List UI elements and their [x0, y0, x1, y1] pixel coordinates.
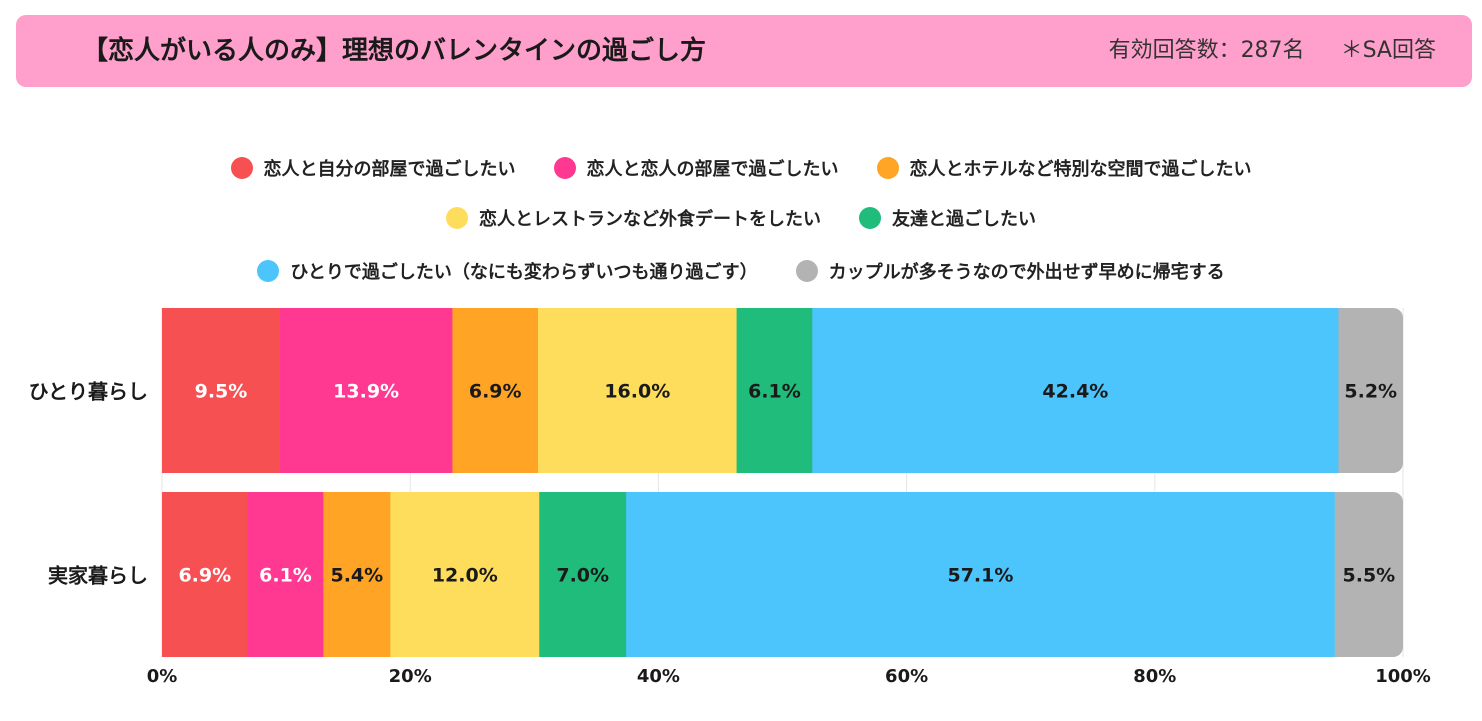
legend-label: カップルが多そうなので外出せず早めに帰宅する — [828, 262, 1225, 283]
data-label: 13.9% — [333, 381, 399, 403]
data-label: 42.4% — [1042, 381, 1108, 403]
chart-header: 【恋人がいる人のみ】理想のバレンタインの過ごし方 有効回答数：287名 ＊SA回答 — [16, 15, 1472, 87]
bar-segment — [626, 492, 1336, 657]
x-tick-label: 100% — [1375, 666, 1431, 687]
legend-label: 恋人と恋人の部屋で過ごしたい — [586, 159, 839, 180]
legend-row-3: ひとりで過ごしたい（なにも変わらずいつも通り過ごす） カップルが多そうなので外出… — [0, 256, 1482, 286]
survey-meta: 有効回答数：287名 ＊SA回答 — [1109, 15, 1436, 87]
legend-row-2: 恋人とレストランなど外食デートをしたい 友達と過ごしたい — [0, 203, 1482, 233]
data-label: 16.0% — [604, 381, 670, 403]
legend-swatch — [876, 157, 899, 179]
bar-segment — [247, 492, 324, 657]
bar-left-edge — [162, 492, 174, 657]
legend-label: 恋人と自分の部屋で過ごしたい — [263, 159, 516, 180]
legend-item: 友達と過ごしたい — [859, 205, 1036, 231]
bar-row — [162, 492, 1403, 657]
data-label: 57.1% — [947, 565, 1013, 587]
bar-segment — [812, 308, 1340, 473]
bar-row — [162, 308, 1403, 473]
legend-item: 恋人とホテルなど特別な空間で過ごしたい — [876, 155, 1252, 181]
x-tick-label: 20% — [389, 666, 432, 687]
chart-title: 【恋人がいる人のみ】理想のバレンタインの過ごし方 — [82, 36, 707, 66]
data-label: 6.9% — [178, 565, 231, 587]
bar-segment — [162, 492, 249, 657]
bar-segment — [1338, 308, 1403, 473]
legend-swatch — [553, 157, 576, 179]
legend-item: ひとりで過ごしたい（なにも変わらずいつも通り過ごす） — [257, 258, 758, 284]
respondent-count: 有効回答数：287名 — [1108, 38, 1305, 63]
data-label: 7.0% — [556, 565, 609, 587]
data-label: 5.5% — [1343, 565, 1396, 587]
legend-label: 恋人とホテルなど特別な空間で過ごしたい — [909, 159, 1252, 180]
x-tick-label: 40% — [637, 666, 680, 687]
bar-segment — [452, 308, 539, 473]
data-label: 5.4% — [330, 565, 383, 587]
legend-swatch — [859, 207, 881, 229]
legend-item: カップルが多そうなので外出せず早めに帰宅する — [795, 258, 1225, 284]
category-label: ひとり暮らし — [29, 380, 148, 404]
bar-segment — [736, 308, 813, 473]
legend-label: 友達と過ごしたい — [892, 209, 1036, 230]
x-tick-label: 0% — [147, 666, 178, 687]
data-label: 9.5% — [195, 381, 248, 403]
data-label: 12.0% — [432, 565, 498, 587]
answer-type: ＊SA回答 — [1340, 38, 1436, 63]
legend-swatch — [446, 207, 468, 229]
legend-item: 恋人と自分の部屋で過ごしたい — [230, 155, 516, 181]
data-label: 6.1% — [748, 381, 801, 403]
bar-segment — [279, 308, 453, 473]
bar-segment — [1334, 492, 1403, 657]
data-label: 5.2% — [1344, 381, 1397, 403]
legend-item: 恋人と恋人の部屋で過ごしたい — [553, 155, 839, 181]
bar-segment — [538, 308, 738, 473]
data-label: 6.9% — [469, 381, 522, 403]
legend-row-1: 恋人と自分の部屋で過ごしたい 恋人と恋人の部屋で過ごしたい 恋人とホテルなど特別… — [0, 153, 1482, 183]
bar-segment — [323, 492, 391, 657]
x-tick-label: 80% — [1133, 666, 1176, 687]
legend-label: 恋人とレストランなど外食デートをしたい — [479, 209, 821, 230]
category-label: 実家暮らし — [48, 564, 148, 588]
legend-swatch — [257, 260, 280, 282]
legend-item: 恋人とレストランなど外食デートをしたい — [446, 205, 821, 231]
bar-segment — [539, 492, 627, 657]
legend-swatch — [230, 157, 253, 179]
bar-segment — [390, 492, 540, 657]
x-tick-label: 60% — [885, 666, 928, 687]
bar-left-edge — [162, 308, 174, 473]
legend-swatch — [795, 260, 818, 282]
bar-segment — [162, 308, 281, 473]
legend-label: ひとりで過ごしたい（なにも変わらずいつも通り過ごす） — [290, 262, 758, 283]
data-label: 6.1% — [259, 565, 312, 587]
